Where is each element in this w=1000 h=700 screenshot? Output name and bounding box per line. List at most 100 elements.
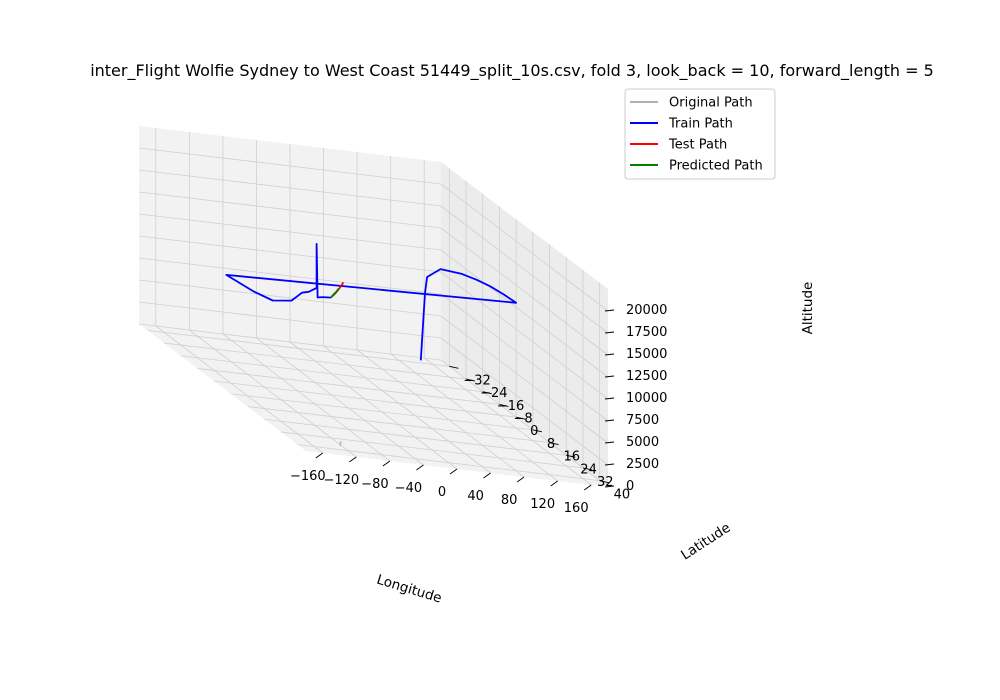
x-tick	[483, 472, 491, 479]
y-tick	[482, 391, 492, 395]
y-tick-label: 0	[530, 424, 538, 439]
predicted-path-line	[330, 288, 340, 299]
z-grid-line	[440, 249, 609, 378]
x-grid-line	[155, 325, 324, 454]
x-tick	[349, 456, 357, 463]
z-grid-line	[440, 359, 609, 488]
y-grid-line	[280, 431, 583, 469]
y-tick	[599, 480, 609, 484]
axis-ticks: −160−120 −80 −40 0 40 80 120 160−32−24−16−80816…	[290, 303, 667, 516]
legend-label-test-path: Test Path	[668, 138, 727, 153]
x-tick-label: 80	[501, 493, 518, 508]
y-tick	[465, 378, 476, 382]
x-tick-label: 40	[467, 489, 484, 504]
legend-label-train-path: Train Path	[668, 117, 733, 132]
y-tick	[532, 429, 542, 433]
z-tick-label: 0	[626, 479, 634, 494]
legend: Original Path Train Path Test Path Predicte…	[624, 88, 776, 180]
y-tick-label: −24	[480, 386, 507, 401]
x-tick	[382, 460, 391, 467]
z-tick-label: 20000	[626, 303, 667, 318]
z-tick	[604, 463, 615, 466]
y-tick-label: −32	[463, 373, 490, 388]
y-tick	[549, 442, 559, 445]
z-tick	[604, 353, 615, 356]
x-grid-line	[423, 357, 592, 486]
y-tick-label: 40	[614, 488, 631, 503]
legend-box	[624, 88, 776, 180]
z-grid-line	[138, 235, 442, 273]
z-tick-label: 10000	[626, 391, 667, 406]
legend-label-predicted-path: Predicted Path	[669, 159, 763, 174]
y-tick-label: 16	[564, 450, 581, 465]
y-grid-line	[147, 329, 450, 367]
y-tick	[566, 454, 576, 458]
x-grid-line	[289, 341, 458, 470]
y-tick-label: −16	[497, 399, 524, 414]
x-tick-label: −120	[323, 473, 359, 488]
z-grid-line	[440, 315, 609, 444]
series-lines	[225, 242, 517, 446]
z-tick-label: 17500	[626, 325, 667, 340]
x-tick	[315, 452, 324, 459]
z-grid-line	[138, 147, 442, 185]
y-tick-label: 32	[597, 475, 614, 490]
y-tick	[499, 404, 509, 407]
x-axis-label: Longitude	[375, 572, 444, 607]
x-grid-line	[356, 349, 525, 478]
z-grid-line	[440, 183, 609, 312]
z-tick-label: 12500	[626, 369, 667, 384]
z-tick	[604, 309, 615, 312]
x-grid-line	[390, 353, 558, 482]
y-grid-line	[230, 393, 533, 431]
z-tick-label: 15000	[626, 347, 667, 362]
original-path-line	[339, 441, 342, 446]
x-tick	[416, 464, 424, 471]
x-grid-line	[222, 333, 391, 462]
x-grid-line	[323, 345, 491, 474]
y-grid-line	[197, 368, 500, 405]
z-tick-label: 7500	[626, 413, 659, 428]
z-tick	[604, 397, 615, 400]
grid-lines	[138, 128, 609, 488]
x-tick	[516, 476, 525, 483]
z-grid-line	[138, 257, 442, 295]
z-grid-line	[440, 205, 609, 334]
x-tick	[583, 484, 592, 491]
y-grid-line	[164, 342, 467, 380]
x-grid-line	[256, 337, 424, 466]
z-tick	[604, 331, 615, 334]
y-grid-line	[264, 418, 567, 456]
z-tick	[604, 441, 615, 444]
z-tick-label: 2500	[626, 457, 659, 472]
z-grid-line	[440, 337, 609, 466]
z-grid-line	[138, 213, 442, 251]
y-axis-label: Latitude	[678, 520, 733, 564]
y-tick	[516, 416, 526, 420]
z-grid-line	[440, 227, 609, 356]
z-axis-label: Altitude	[800, 282, 816, 335]
z-grid-line	[138, 279, 442, 317]
x-tick	[449, 468, 458, 475]
x-tick-label: −80	[361, 477, 388, 492]
x-tick-label: 160	[564, 501, 589, 516]
y-tick-label: 24	[580, 462, 597, 477]
chart-title: inter_Flight Wolfie Sydney to West Coast…	[90, 61, 934, 81]
x-tick-label: −160	[290, 469, 326, 484]
z-grid-line	[138, 323, 442, 361]
z-tick	[604, 419, 615, 422]
z-tick-label: 5000	[626, 435, 659, 450]
y-grid-line	[247, 406, 550, 443]
x-tick-label: −40	[395, 481, 422, 496]
y-grid-line	[214, 380, 517, 418]
train-path-line	[225, 242, 517, 361]
y-tick-label: 8	[547, 437, 555, 452]
x-grid-line	[189, 329, 357, 458]
z-grid-line	[440, 293, 609, 422]
x-tick-label: 0	[438, 485, 446, 500]
y-tick	[449, 365, 459, 369]
z-tick	[604, 485, 615, 488]
y-grid-line	[297, 444, 600, 482]
legend-label-original-path: Original Path	[669, 96, 753, 111]
z-grid-line	[138, 191, 442, 229]
